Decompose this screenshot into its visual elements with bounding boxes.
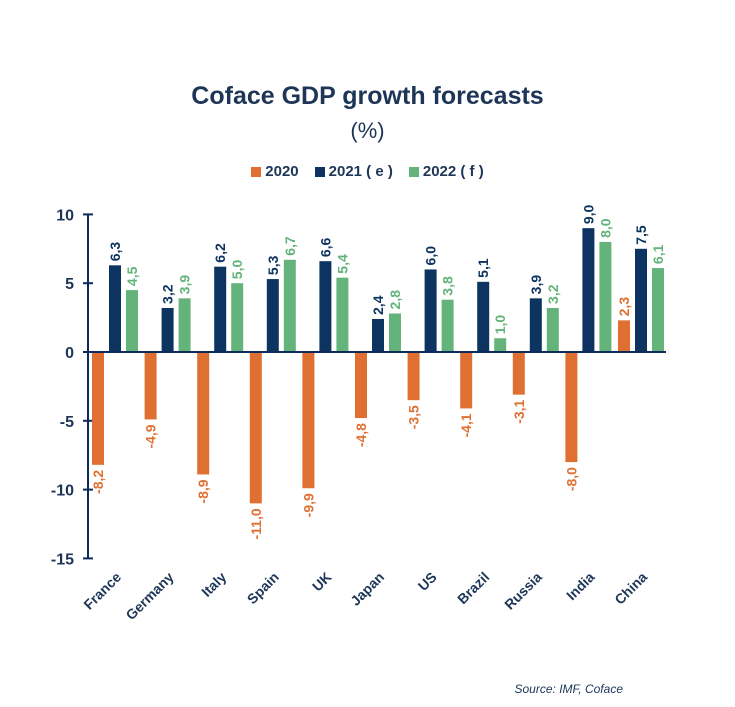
source-note: Source: IMF, Coface	[514, 682, 624, 696]
legend-item-2020: 2020	[251, 163, 299, 180]
x-tick-label: France	[80, 569, 124, 613]
legend-item-2021: 2021 ( e )	[314, 163, 393, 180]
data-label: 8,0	[597, 218, 613, 238]
legend: 2020 2021 ( e ) 2022 ( f )	[0, 163, 735, 180]
x-tick-label: India	[563, 569, 598, 604]
legend-label-2022: 2022 ( f )	[422, 163, 484, 180]
legend-item-2022: 2022 ( f )	[408, 163, 484, 180]
bar-2021-italy	[214, 266, 227, 352]
x-tick-label: Italy	[198, 569, 229, 600]
data-label: 6,3	[107, 242, 123, 262]
data-label: 2,3	[616, 297, 632, 317]
bar-2021-brazil	[477, 281, 490, 352]
bar-2022-russia	[546, 307, 559, 352]
bar-2020-brazil	[460, 352, 473, 409]
data-label: 5,4	[334, 254, 350, 274]
bar-2021-india	[582, 228, 595, 352]
bar-2020-germany	[144, 352, 157, 420]
bar-2022-spain	[283, 259, 296, 352]
bar-2020-russia	[512, 352, 525, 395]
data-label: -4,1	[458, 413, 474, 437]
bar-2021-germany	[161, 307, 174, 352]
data-label: 6,1	[650, 244, 666, 264]
bar-2020-japan	[355, 352, 367, 419]
bar-2022-us	[441, 299, 454, 352]
bar-2021-us	[424, 269, 437, 352]
data-label: 5,1	[475, 258, 491, 278]
x-tick-label: US	[415, 569, 440, 594]
chart-title: Coface GDP growth forecasts	[191, 82, 544, 110]
data-label: -3,5	[406, 405, 422, 429]
data-label: -8,9	[195, 479, 211, 503]
bar-2022-italy	[231, 283, 244, 352]
data-label: 6,0	[423, 246, 439, 266]
bar-2020-china	[618, 320, 630, 352]
x-tick-label: Germany	[122, 569, 176, 623]
data-label: 7,5	[633, 225, 649, 245]
x-tick-label: China	[611, 569, 650, 608]
bar-2021-spain	[266, 279, 279, 352]
x-tick-label: Russia	[501, 569, 545, 613]
bar-2020-italy	[197, 352, 210, 475]
bar-2022-china	[652, 268, 664, 352]
data-label: 3,9	[177, 275, 193, 295]
data-label: 2,4	[370, 295, 386, 315]
bar-2022-germany	[178, 298, 191, 352]
data-label: -9,9	[300, 493, 316, 517]
data-label: -4,8	[353, 423, 369, 447]
bar-2022-japan	[389, 313, 401, 352]
data-label: 3,9	[528, 275, 544, 295]
bar-2020-uk	[302, 352, 315, 489]
data-label: -11,0	[248, 508, 264, 539]
data-label: 2,8	[387, 290, 403, 310]
bar-2021-japan	[372, 318, 384, 352]
data-label: 3,8	[440, 276, 456, 296]
legend-label-2021: 2021 ( e )	[328, 163, 393, 180]
x-tick-label: Spain	[244, 569, 282, 607]
data-label: 4,5	[124, 266, 140, 286]
x-tick-label: UK	[309, 569, 335, 595]
bar-2021-russia	[529, 298, 542, 352]
data-label: 3,2	[160, 284, 176, 304]
data-label: -8,0	[563, 467, 579, 491]
data-label: 6,7	[282, 236, 298, 256]
bar-2020-spain	[249, 352, 262, 504]
data-label: -3,1	[511, 399, 527, 423]
y-tick-label: -10	[51, 483, 74, 500]
bar-2022-india	[599, 241, 612, 352]
y-tick-label: -15	[51, 551, 74, 568]
data-label: 3,2	[545, 284, 561, 304]
legend-swatch-2021	[314, 166, 325, 177]
data-label: 6,6	[317, 238, 333, 258]
y-tick-label: 10	[56, 207, 74, 224]
data-label: 5,0	[229, 260, 245, 280]
y-tick-label: -5	[60, 414, 74, 431]
data-label: -4,9	[143, 424, 159, 448]
data-label: 9,0	[580, 204, 596, 224]
bar-2020-france	[92, 352, 104, 465]
bar-2020-us	[407, 352, 420, 401]
data-label: 5,3	[265, 255, 281, 275]
bar-2022-brazil	[494, 338, 507, 352]
bar-2021-uk	[319, 261, 332, 352]
chart-subtitle: (%)	[350, 118, 385, 143]
x-tick-label: Japan	[347, 569, 387, 609]
y-tick-label: 5	[65, 276, 74, 293]
data-label: 1,0	[492, 315, 508, 335]
legend-swatch-2022	[408, 166, 419, 177]
y-tick-label: 0	[65, 345, 74, 362]
bar-2021-france	[109, 265, 121, 352]
bar-2021-china	[635, 248, 647, 352]
legend-label-2020: 2020	[265, 163, 299, 180]
bar-2022-france	[126, 290, 138, 352]
bar-2020-india	[565, 352, 578, 463]
data-label: -8,2	[90, 470, 106, 494]
x-tick-label: Brazil	[454, 569, 492, 607]
legend-swatch-2020	[251, 166, 262, 177]
bar-2022-uk	[336, 277, 349, 352]
data-label: 6,2	[212, 243, 228, 263]
